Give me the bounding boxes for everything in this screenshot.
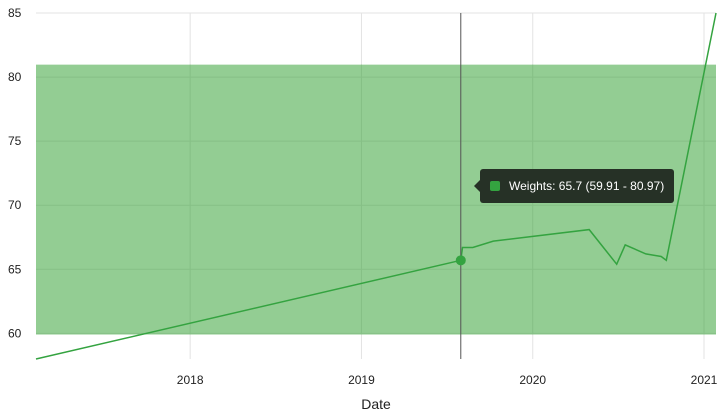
- y-tick-label: 75: [8, 134, 22, 148]
- x-tick-label: 2018: [177, 373, 204, 387]
- tooltip-text: Weights: 65.7 (59.91 - 80.97): [509, 179, 665, 193]
- hover-tooltip: Weights: 65.7 (59.91 - 80.97): [473, 169, 675, 203]
- y-tick-label: 60: [8, 326, 22, 340]
- x-axis-title: Date: [361, 396, 391, 412]
- x-tick-label: 2020: [519, 373, 546, 387]
- y-tick-label: 65: [8, 262, 22, 276]
- x-tick-label: 2021: [691, 373, 718, 387]
- x-axis-tick-labels: 2018 2019 2020 2021: [177, 373, 718, 387]
- y-tick-label: 70: [8, 198, 22, 212]
- x-tick-label: 2019: [348, 373, 375, 387]
- y-axis-tick-labels: 60 65 70 75 80 85: [8, 6, 22, 340]
- hover-point[interactable]: [455, 255, 466, 266]
- series-swatch: [490, 181, 500, 191]
- y-tick-label: 85: [8, 6, 22, 20]
- y-tick-label: 80: [8, 70, 22, 84]
- weights-series-line: [35, 12, 717, 360]
